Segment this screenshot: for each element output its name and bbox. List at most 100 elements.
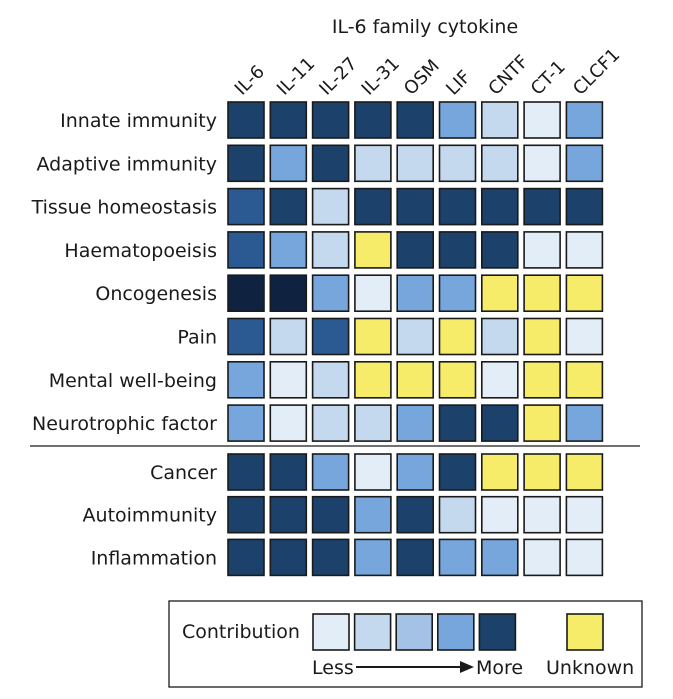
row-label: Pain	[177, 327, 217, 349]
heatmap-cell	[227, 231, 265, 269]
heatmap-cell	[354, 231, 392, 269]
heatmap-cell	[480, 187, 519, 226]
heatmap-cell	[269, 453, 308, 491]
row-label: Adaptive immunity	[37, 153, 217, 175]
heatmap-cell	[227, 274, 265, 313]
column-label: CLCF1	[569, 44, 624, 99]
row-label: Oncogenesis	[95, 283, 217, 305]
heatmap-cell	[438, 538, 477, 577]
heatmap-cell	[227, 187, 265, 226]
row-label: Tissue homeostasis	[31, 197, 217, 219]
heatmap-cell	[311, 538, 350, 577]
heatmap-cell	[438, 274, 477, 313]
heatmap-cell	[523, 360, 561, 399]
heatmap-cell	[396, 187, 435, 226]
heatmap-cell	[523, 187, 561, 226]
heatmap-cell	[523, 144, 561, 183]
heatmap-cell	[565, 187, 604, 226]
column-label: IL-6	[231, 61, 269, 99]
heatmap-cell	[396, 101, 435, 139]
heatmap-cell	[438, 144, 477, 183]
heatmap-cell	[565, 274, 604, 313]
heatmap-cell	[438, 317, 477, 356]
column-label: IL-31	[358, 53, 404, 99]
heatmap-cell	[480, 144, 519, 183]
heatmap-cell	[523, 317, 561, 356]
heatmap-cell	[269, 101, 308, 139]
heatmap-cell	[396, 495, 435, 534]
heatmap-cell	[438, 101, 477, 139]
heatmap-cell	[269, 274, 308, 313]
heatmap-cell	[227, 317, 265, 356]
heatmap-cell	[396, 360, 435, 399]
heatmap-cell	[269, 144, 308, 183]
heatmap-cell	[396, 317, 435, 356]
row-labels: Innate immunity Adaptive immunity Tissue h…	[31, 110, 218, 569]
heatmap-cell	[438, 231, 477, 269]
column-label: CT-1	[527, 57, 570, 100]
heatmap-cell	[480, 317, 519, 356]
heatmap-cell	[523, 101, 561, 139]
legend-swatch	[478, 613, 517, 651]
heatmap-cell	[523, 538, 561, 577]
heatmap-cell	[227, 360, 265, 399]
heatmap-cell	[354, 360, 392, 399]
row-label: Innate immunity	[60, 110, 217, 132]
row-label: Inflammation	[91, 547, 217, 569]
heatmap-cell	[523, 495, 561, 534]
heatmap-cell	[523, 231, 561, 269]
heatmap-cell	[311, 453, 350, 491]
heatmap-cell	[311, 101, 350, 139]
heatmap-cells	[227, 101, 604, 577]
heatmap-cell	[311, 404, 350, 442]
column-label: IL-11	[273, 53, 319, 99]
heatmap-cell	[311, 495, 350, 534]
row-label: Mental well-being	[49, 370, 217, 392]
heatmap-cell	[269, 404, 308, 442]
heatmap-cell	[480, 495, 519, 534]
heatmap-cell	[438, 187, 477, 226]
column-label: CNTF	[484, 51, 532, 99]
legend-box	[168, 600, 643, 688]
heatmap-cell	[565, 360, 604, 399]
legend-swatches	[312, 613, 604, 651]
legend-label: Contribution	[182, 621, 300, 643]
heatmap-cell	[269, 231, 308, 269]
heatmap-cell	[565, 231, 604, 269]
heatmap-cell	[396, 231, 435, 269]
heatmap-cell	[354, 274, 392, 313]
heatmap-cell	[396, 453, 435, 491]
heatmap-cell	[396, 274, 435, 313]
chart-title: IL-6 family cytokine	[332, 16, 518, 38]
heatmap-cell	[523, 274, 561, 313]
heatmap-cell	[438, 404, 477, 442]
row-label: Cancer	[150, 462, 217, 484]
heatmap-cell	[565, 538, 604, 577]
heatmap-cell	[480, 101, 519, 139]
heatmap-cell	[354, 101, 392, 139]
legend-swatch	[312, 613, 350, 651]
heatmap-cell	[480, 404, 519, 442]
heatmap-cell	[565, 495, 604, 534]
heatmap-cell	[354, 187, 392, 226]
heatmap-cell	[565, 317, 604, 356]
heatmap-cell	[311, 360, 350, 399]
column-label: LIF	[442, 67, 475, 100]
legend-swatch	[353, 613, 392, 651]
heatmap-cell	[480, 274, 519, 313]
heatmap-cell	[311, 187, 350, 226]
heatmap-cell	[227, 144, 265, 183]
heatmap-cell	[227, 404, 265, 442]
heatmap-cell	[438, 495, 477, 534]
heatmap-cell	[354, 317, 392, 356]
heatmap-cell	[523, 404, 561, 442]
legend-swatch	[436, 613, 475, 651]
heatmap-cell	[311, 317, 350, 356]
heatmap-cell	[438, 453, 477, 491]
heatmap-cell	[227, 101, 265, 139]
row-label: Autoimmunity	[83, 505, 217, 527]
heatmap-cell	[565, 101, 604, 139]
heatmap-cell	[565, 144, 604, 183]
